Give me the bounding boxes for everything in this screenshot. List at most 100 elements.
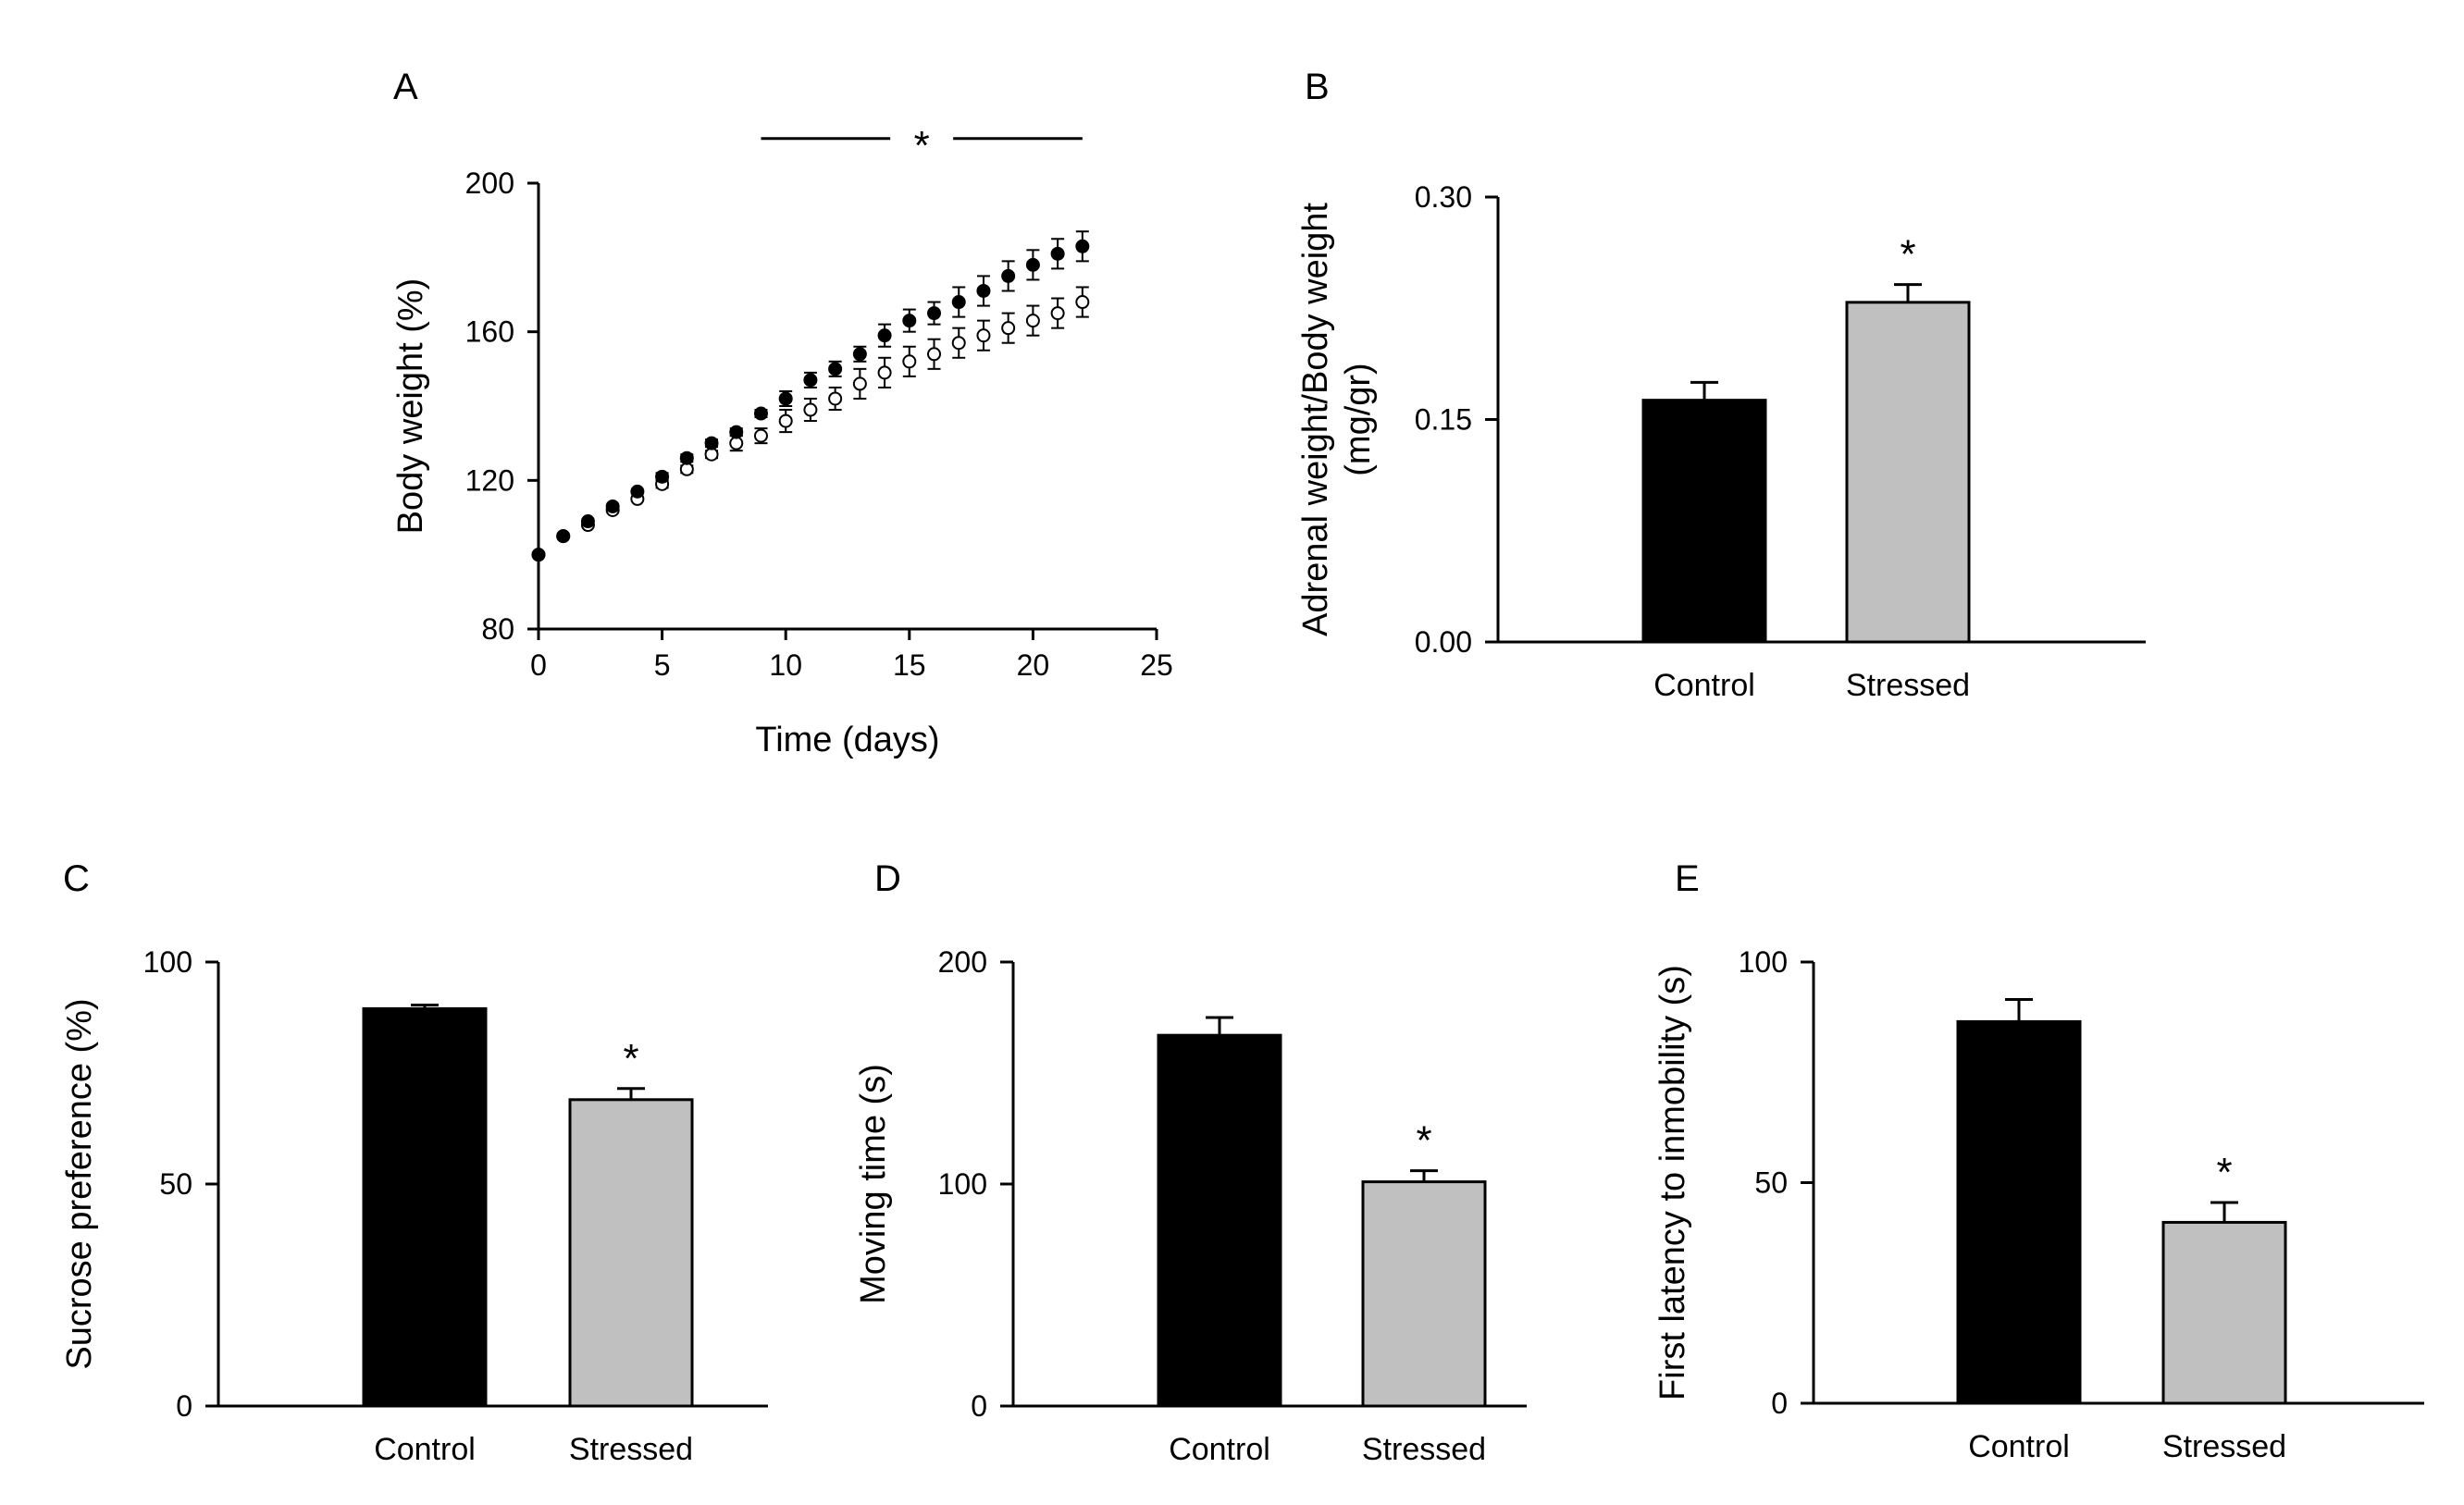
bar-stressed xyxy=(1845,301,1971,644)
y-tick-label: 100 xyxy=(1739,945,1788,979)
stressed-data-point xyxy=(729,425,744,439)
control-data-point xyxy=(902,354,917,369)
stressed-data-point xyxy=(556,529,571,544)
stressed-data-point xyxy=(655,469,670,484)
significance-asterisk: * xyxy=(1900,232,1915,278)
stressed-data-point xyxy=(1001,268,1016,283)
y-tick-label: 0 xyxy=(1771,1387,1788,1420)
panel-c-sucrose-chart: C 0 50 100 Control Stressed * Sucrose preferen… xyxy=(0,796,833,1505)
control-data-point xyxy=(927,347,942,362)
panel-letter-b: B xyxy=(1305,67,1330,107)
panel-letter-e: E xyxy=(1675,858,1700,899)
chart-c-svg: 0 50 100 Control Stressed * Sucrose preference… xyxy=(60,945,768,1467)
significance-asterisk: * xyxy=(623,1036,638,1081)
bar-control xyxy=(1157,1033,1282,1408)
control-data-point xyxy=(951,336,966,351)
panel-letter-c: C xyxy=(63,858,90,899)
y-tick-label: 0.30 xyxy=(1415,180,1472,214)
control-data-point xyxy=(1075,295,1090,310)
y-tick-label: 120 xyxy=(465,463,514,497)
control-data-point xyxy=(704,447,719,462)
stressed-data-point xyxy=(605,499,620,513)
chart-a-svg: 80 120 160 200 0 5 10 15 20 25 Time (days) Body wei… xyxy=(391,123,1173,759)
significance-asterisk: * xyxy=(2216,1150,2232,1195)
y-tick-label: 80 xyxy=(481,612,514,646)
bar-stressed xyxy=(568,1098,694,1408)
control-data-point xyxy=(877,365,892,380)
x-tick-label: 25 xyxy=(1140,648,1173,682)
y-axis-label: Moving time (s) xyxy=(854,1064,893,1304)
panel-b-adrenal-chart: B 0.00 0.15 0.30 Control Stressed * Adrenal we… xyxy=(1231,0,2464,796)
stressed-data-point xyxy=(753,406,768,421)
control-data-point xyxy=(753,428,768,443)
category-label: Control xyxy=(1169,1432,1270,1467)
panel-e-latency-chart: E 0 50 100 Control Stressed * First latency to… xyxy=(1628,796,2464,1505)
panel-a-body-weight-chart: A 80 120 160 200 0 5 10 15 20 25 Time (days) Body w… xyxy=(0,0,1231,796)
stressed-data-point xyxy=(679,450,694,465)
stressed-data-point xyxy=(927,306,942,321)
category-label: Stressed xyxy=(569,1432,693,1467)
stressed-data-point xyxy=(976,283,991,298)
stressed-data-point xyxy=(1025,257,1040,272)
y-tick-label: 200 xyxy=(465,167,514,200)
significance-asterisk: * xyxy=(1416,1118,1431,1164)
x-tick-label: 20 xyxy=(1017,648,1050,682)
y-tick-label: 100 xyxy=(143,945,192,979)
stressed-data-point xyxy=(951,295,966,310)
chart-e-svg: 0 50 100 Control Stressed * First latency to i… xyxy=(1653,945,2424,1464)
bar-control xyxy=(1641,399,1767,644)
panel-d-moving-time-chart: D 0 100 200 Control Stressed * Moving time (s) xyxy=(833,796,1628,1505)
stressed-data-point xyxy=(852,347,867,362)
control-data-point xyxy=(1050,306,1065,321)
category-label: Stressed xyxy=(1846,668,1970,703)
x-tick-label: 0 xyxy=(530,648,547,682)
x-tick-label: 10 xyxy=(769,648,802,682)
y-tick-label: 50 xyxy=(1754,1166,1788,1200)
panel-letter-a: A xyxy=(393,67,418,107)
bar-stressed xyxy=(2161,1220,2287,1405)
control-data-point xyxy=(803,402,818,417)
stressed-data-point xyxy=(1075,239,1090,253)
control-data-point xyxy=(976,328,991,343)
x-tick-label: 5 xyxy=(654,648,671,682)
y-tick-label: 0.15 xyxy=(1415,403,1472,437)
x-tick-label: 15 xyxy=(893,648,926,682)
control-data-point xyxy=(1001,321,1016,336)
category-label: Control xyxy=(1968,1429,2070,1464)
control-data-point xyxy=(828,391,843,406)
y-axis-label: Body weight (%) xyxy=(391,278,430,535)
chart-b-svg: 0.00 0.15 0.30 Control Stressed * Adrenal weig… xyxy=(1296,180,2146,703)
y-axis-label: Adrenal weight/Body weight xyxy=(1296,203,1335,636)
bar-stressed xyxy=(1361,1180,1487,1408)
panel-letter-d: D xyxy=(874,858,901,899)
y-axis-label-units: (mg/gr) xyxy=(1339,363,1378,475)
y-tick-label: 160 xyxy=(465,315,514,349)
stressed-data-point xyxy=(902,314,917,328)
bar-control xyxy=(362,1006,488,1408)
stressed-data-point xyxy=(704,436,719,450)
control-data-point xyxy=(778,413,793,428)
significance-asterisk: * xyxy=(914,123,930,168)
y-tick-label: 200 xyxy=(938,945,987,979)
control-data-point xyxy=(852,376,867,391)
y-axis-label: Sucrose preference (%) xyxy=(60,998,99,1369)
stressed-data-point xyxy=(1050,246,1065,261)
chart-d-svg: 0 100 200 Control Stressed * Moving time (s) xyxy=(854,945,1527,1467)
stressed-data-point xyxy=(778,391,793,406)
y-tick-label: 0 xyxy=(176,1389,192,1423)
stressed-data-point xyxy=(803,373,818,388)
stressed-data-point xyxy=(580,514,595,529)
stressed-data-point xyxy=(877,328,892,343)
bar-control xyxy=(1956,1019,2082,1405)
y-tick-label: 50 xyxy=(159,1167,192,1201)
category-label: Control xyxy=(374,1432,476,1467)
stressed-data-point xyxy=(828,362,843,376)
category-label: Stressed xyxy=(2162,1429,2286,1464)
y-tick-label: 0 xyxy=(971,1389,987,1423)
control-data-point xyxy=(1025,314,1040,328)
x-axis-label: Time (days) xyxy=(755,721,939,759)
y-tick-label: 100 xyxy=(938,1167,987,1201)
category-label: Stressed xyxy=(1362,1432,1486,1467)
y-tick-label: 0.00 xyxy=(1415,625,1472,659)
category-label: Control xyxy=(1653,668,1755,703)
